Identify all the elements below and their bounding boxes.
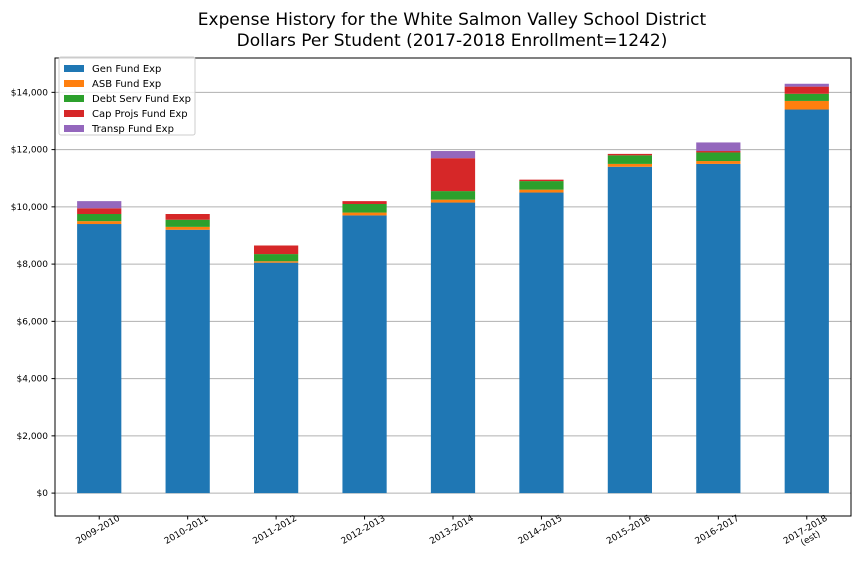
bar-segment [519,192,564,494]
y-tick-label: $2,000 [17,432,49,442]
bar-segment [784,86,829,94]
bar-segment [254,261,299,263]
bar-segment [165,219,210,227]
y-tick-label: $6,000 [17,317,49,327]
y-tick-label: $0 [37,489,49,499]
y-tick-label: $12,000 [11,146,48,156]
bar-segment [430,151,476,159]
bar-segment [77,221,122,225]
bar-segment [342,212,387,216]
x-tick-label: 2012-2013 [340,514,387,547]
bar-segment [254,262,299,494]
x-tick-label-line: 2014-2015 [517,514,564,547]
legend-label: Gen Fund Exp [92,64,161,75]
bar-segment [430,158,476,192]
bar-segment [77,201,122,209]
bar-segment [696,151,741,153]
bar-segment [607,166,652,494]
bar-segment [342,215,387,494]
y-tick-label: $4,000 [17,375,49,385]
x-tick-label: 2014-2015 [517,514,564,547]
chart-title-group: Expense History for the White Salmon Val… [198,10,707,51]
x-tick-label: 2009-2010 [74,514,122,547]
bar-segment [696,142,741,152]
x-tick-label-line: 2010-2011 [163,514,210,547]
bar-segment [77,224,122,494]
legend-box [58,56,196,136]
bar-segment [607,153,652,156]
bar-segment [254,254,299,262]
legend-label: Cap Projs Fund Exp [92,109,188,120]
bar-segment [430,191,476,200]
x-tick-label: 2010-2011 [163,514,210,547]
legend-swatch [64,95,84,102]
plot-frame [54,57,852,517]
bar-segment [519,179,564,182]
chart-title: Expense History for the White Salmon Val… [198,10,707,30]
bar-segment [77,214,122,222]
bar-segment [784,93,829,101]
x-tick-label: 2011-2012 [251,514,298,547]
y-tick-label: $10,000 [11,203,48,213]
x-tick-label-line: 2011-2012 [251,514,298,547]
bar-segment [607,163,652,167]
bar-segment [430,199,476,203]
bar-segment [165,226,210,230]
legend-label: Transp Fund Exp [91,124,174,135]
bar-segment [784,83,829,87]
x-tick-label-line: 2016-2017 [694,514,741,547]
bar-segment [784,109,829,494]
y-tick-label: $8,000 [17,260,49,270]
legend: Gen Fund Exp ASB Fund Exp Debt Serv Fund E… [58,56,196,136]
legend-swatch [64,110,84,117]
x-tick-label: 2016-2017 [694,514,741,547]
chart-subtitle: Dollars Per Student (2017-2018 Enrollmen… [237,31,668,51]
legend-swatch [64,125,84,132]
bar-segment [784,100,829,110]
bar-segment [165,214,210,220]
bar-segment [342,203,387,213]
bar-segment [607,155,652,164]
legend-label: ASB Fund Exp [92,79,161,90]
y-tick-label: $14,000 [11,88,48,98]
bar-segment [696,152,741,162]
legend-swatch [64,80,84,87]
bar-segment [519,181,564,190]
x-tick-label: 2015-2016 [605,514,653,547]
x-tick-label-line: 2012-2013 [340,514,387,547]
bar-segment [696,163,741,494]
bars-layer [77,83,829,494]
bar-segment [165,229,210,494]
x-tick-label: 2013-2014 [428,514,476,547]
x-tick-label-line: 2013-2014 [428,514,476,547]
bar-segment [342,201,387,204]
bar-segment [696,161,741,164]
bar-segment [519,189,564,193]
legend-label: Debt Serv Fund Exp [92,94,191,105]
bar-segment [430,202,476,494]
x-tick-label: 2017-2018(est) [782,514,835,556]
x-tick-label-line: 2015-2016 [605,514,653,547]
bar-segment [77,208,122,215]
x-tick-label-line: 2009-2010 [74,514,122,547]
bar-segment [254,245,299,255]
legend-swatch [64,65,84,72]
